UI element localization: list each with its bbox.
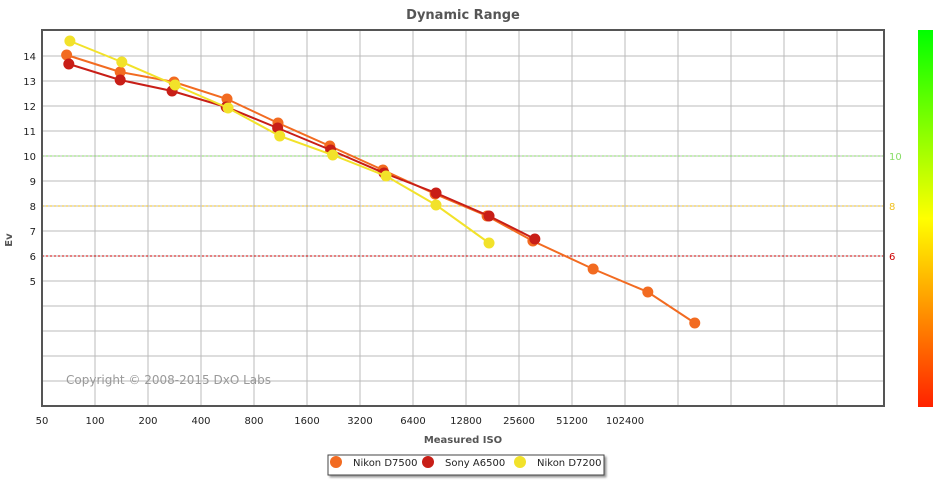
series-nikon-d7200 bbox=[64, 35, 495, 249]
x-tick-label: 1600 bbox=[294, 416, 319, 427]
data-point bbox=[587, 263, 599, 275]
data-point bbox=[483, 210, 495, 222]
series-nikon-d7500 bbox=[61, 49, 701, 329]
data-point bbox=[222, 102, 234, 114]
series-line bbox=[68, 63, 536, 240]
data-point bbox=[274, 130, 286, 142]
x-tick-label: 3200 bbox=[347, 416, 372, 427]
y-tick-label: 10 bbox=[23, 152, 36, 163]
data-point bbox=[169, 79, 181, 91]
legend: Nikon D7500 Sony A6500 Nikon D7200 bbox=[327, 454, 605, 476]
y-tick-label: 6 bbox=[30, 252, 36, 263]
x-tick-label: 6400 bbox=[400, 416, 425, 427]
x-axis-label: Measured ISO bbox=[424, 435, 502, 446]
y-tick-label: 12 bbox=[23, 102, 36, 113]
color-scale-bar bbox=[918, 30, 933, 407]
data-point bbox=[529, 233, 541, 245]
data-point bbox=[430, 187, 442, 199]
data-point bbox=[64, 35, 76, 47]
plot-frame bbox=[41, 29, 885, 407]
legend-marker bbox=[514, 456, 526, 468]
y-tick-label: 11 bbox=[23, 127, 36, 138]
chart-title: Dynamic Range bbox=[406, 8, 520, 23]
threshold-label: 8 bbox=[889, 202, 895, 213]
legend-marker bbox=[330, 456, 342, 468]
y-tick-label: 14 bbox=[23, 52, 36, 63]
legend-label: Sony A6500 bbox=[445, 458, 505, 469]
legend-label: Nikon D7500 bbox=[353, 458, 417, 469]
threshold-label: 6 bbox=[889, 252, 895, 263]
data-point bbox=[61, 49, 73, 61]
y-tick-label: 5 bbox=[30, 277, 36, 288]
data-point bbox=[483, 237, 495, 249]
series-line bbox=[66, 54, 696, 324]
x-tick-label: 100 bbox=[85, 416, 104, 427]
series-sony-a6500 bbox=[63, 58, 541, 245]
data-point bbox=[116, 56, 128, 68]
copyright: Copyright © 2008-2015 DxO Labs bbox=[66, 373, 271, 387]
legend-marker bbox=[422, 456, 434, 468]
data-point bbox=[114, 66, 126, 78]
x-tick-label: 51200 bbox=[556, 416, 588, 427]
data-point bbox=[114, 74, 126, 86]
threshold-label: 10 bbox=[889, 152, 902, 163]
y-tick-label: 7 bbox=[30, 227, 36, 238]
data-point bbox=[380, 170, 392, 182]
series-line bbox=[69, 40, 490, 244]
legend-label: Nikon D7200 bbox=[537, 458, 601, 469]
x-tick-label: 200 bbox=[138, 416, 157, 427]
x-tick-label: 12800 bbox=[450, 416, 482, 427]
y-tick-label: 8 bbox=[30, 202, 36, 213]
data-point bbox=[430, 199, 442, 211]
data-point bbox=[642, 286, 654, 298]
x-tick-label: 400 bbox=[191, 416, 210, 427]
y-tick-label: 9 bbox=[30, 177, 36, 188]
x-tick-label: 50 bbox=[36, 416, 49, 427]
data-point bbox=[327, 149, 339, 161]
x-tick-label: 800 bbox=[244, 416, 263, 427]
x-tick-label: 25600 bbox=[503, 416, 535, 427]
data-point bbox=[63, 58, 75, 70]
data-point bbox=[689, 317, 701, 329]
x-tick-label: 102400 bbox=[606, 416, 644, 427]
y-tick-label: 13 bbox=[23, 77, 36, 88]
y-axis-label: Ev bbox=[4, 233, 15, 247]
data-point bbox=[221, 93, 233, 105]
